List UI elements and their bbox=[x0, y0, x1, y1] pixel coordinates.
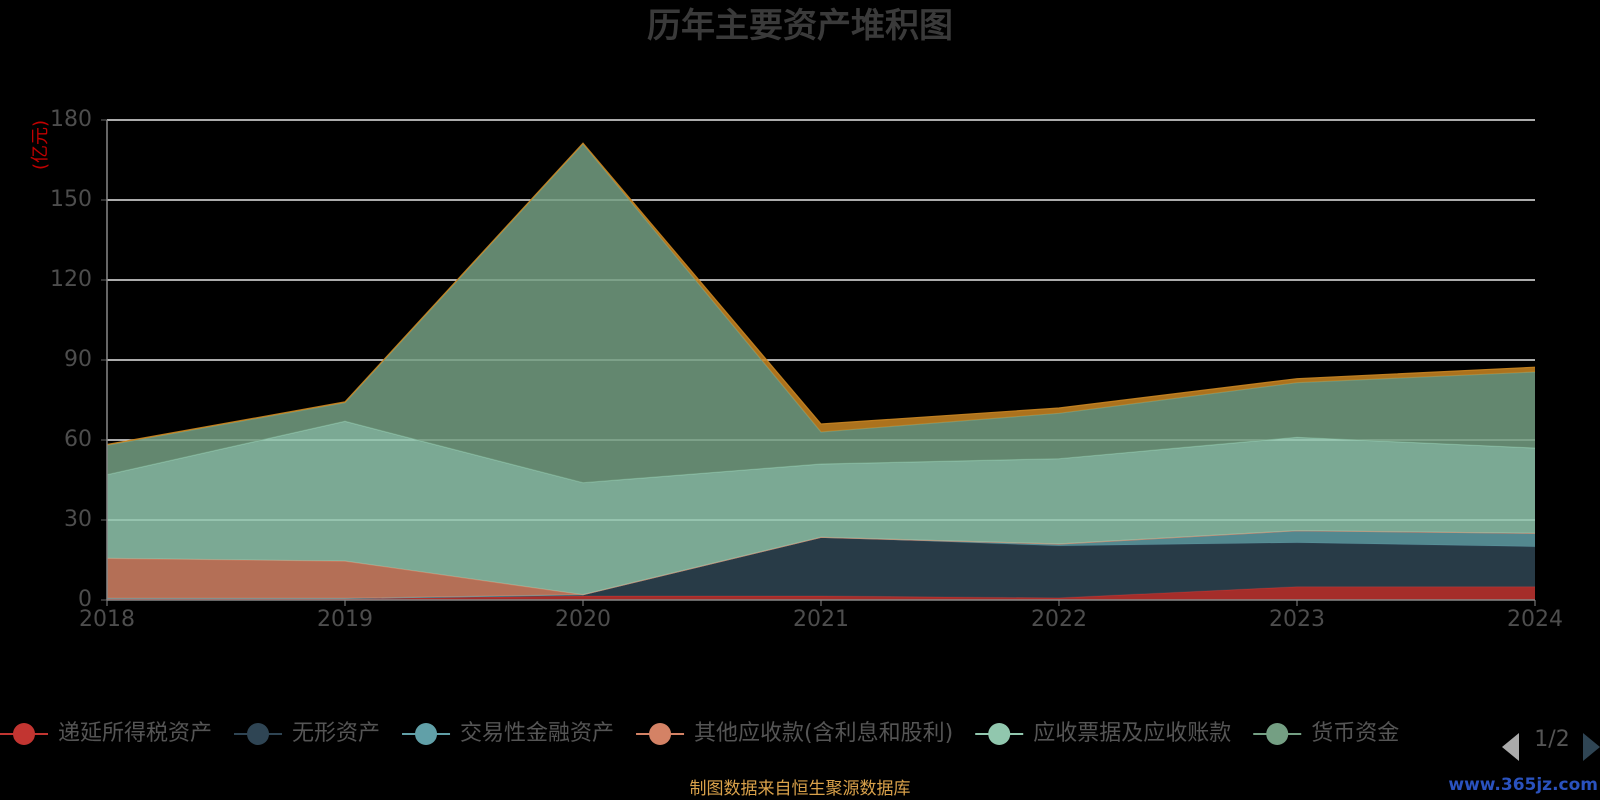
area-series-6-line bbox=[106, 142, 1536, 446]
x-tick-label: 2020 bbox=[555, 607, 611, 632]
legend-item[interactable]: 递延所得税资产 bbox=[0, 721, 212, 746]
legend-pager: 1/2 bbox=[1502, 727, 1600, 761]
y-tick-label: 120 bbox=[50, 267, 92, 292]
area-series-3 bbox=[107, 530, 1535, 599]
area-series-1 bbox=[107, 537, 1535, 599]
legend-circle-icon bbox=[415, 723, 438, 745]
legend-item-label: 交易性金融资产 bbox=[460, 721, 614, 746]
legend-page-indicator: 1/2 bbox=[1534, 727, 1569, 752]
legend-circle-icon bbox=[649, 723, 672, 745]
legend-item[interactable]: 货币资金 bbox=[1253, 721, 1399, 746]
legend-item-label: 无形资产 bbox=[292, 721, 380, 746]
legend-item-label: 货币资金 bbox=[1311, 721, 1399, 746]
y-tick-label: 30 bbox=[64, 507, 92, 532]
legend-prev-page-icon[interactable] bbox=[1502, 733, 1519, 761]
area-series-group bbox=[106, 142, 1536, 600]
y-axis-unit-label: (亿元) bbox=[30, 120, 51, 170]
legend-item[interactable]: 无形资产 bbox=[234, 721, 380, 746]
legend-circle-icon bbox=[988, 723, 1011, 745]
x-tick-label: 2023 bbox=[1269, 607, 1325, 632]
x-tick-label: 2021 bbox=[793, 607, 849, 632]
y-tick-label: 60 bbox=[64, 427, 92, 452]
x-tick-label: 2018 bbox=[79, 607, 135, 632]
legend-item-label: 其他应收款(含利息和股利) bbox=[694, 721, 953, 746]
axes: 0 30 60 90 120 150 180 2018 2019 2020 2021 2022 2023… bbox=[50, 107, 1563, 632]
x-tick-label: 2024 bbox=[1507, 607, 1563, 632]
legend-item-label: 应收票据及应收账款 bbox=[1033, 721, 1231, 746]
x-tick-label: 2022 bbox=[1031, 607, 1087, 632]
legend-item[interactable]: 交易性金融资产 bbox=[402, 721, 614, 746]
area-series-2 bbox=[107, 530, 1535, 599]
y-tick-label: 90 bbox=[64, 347, 92, 372]
legend-circle-icon bbox=[13, 723, 35, 745]
chart-title: 历年主要资产堆积图 bbox=[647, 6, 953, 46]
area-series-0 bbox=[107, 586, 1535, 600]
watermark: www.365jz.com bbox=[1448, 775, 1598, 795]
legend[interactable]: 递延所得税资产 无形资产 交易性金融资产 其他应收款(含利息和股利) 应收票据及应收账款… bbox=[0, 721, 1399, 746]
y-tick-label: 0 bbox=[78, 587, 92, 612]
legend-item-label: 递延所得税资产 bbox=[58, 721, 212, 746]
legend-circle-icon bbox=[247, 723, 270, 745]
data-source-note: 制图数据来自恒生聚源数据库 bbox=[690, 779, 911, 799]
legend-next-page-icon[interactable] bbox=[1583, 733, 1600, 761]
legend-item[interactable]: 其他应收款(含利息和股利) bbox=[636, 721, 953, 746]
legend-item[interactable]: 应收票据及应收账款 bbox=[975, 721, 1231, 746]
y-tick-label: 150 bbox=[50, 187, 92, 212]
x-tick-label: 2019 bbox=[317, 607, 373, 632]
y-tick-label: 180 bbox=[50, 107, 92, 132]
area-series-4 bbox=[107, 421, 1535, 595]
legend-circle-icon bbox=[1266, 723, 1289, 745]
